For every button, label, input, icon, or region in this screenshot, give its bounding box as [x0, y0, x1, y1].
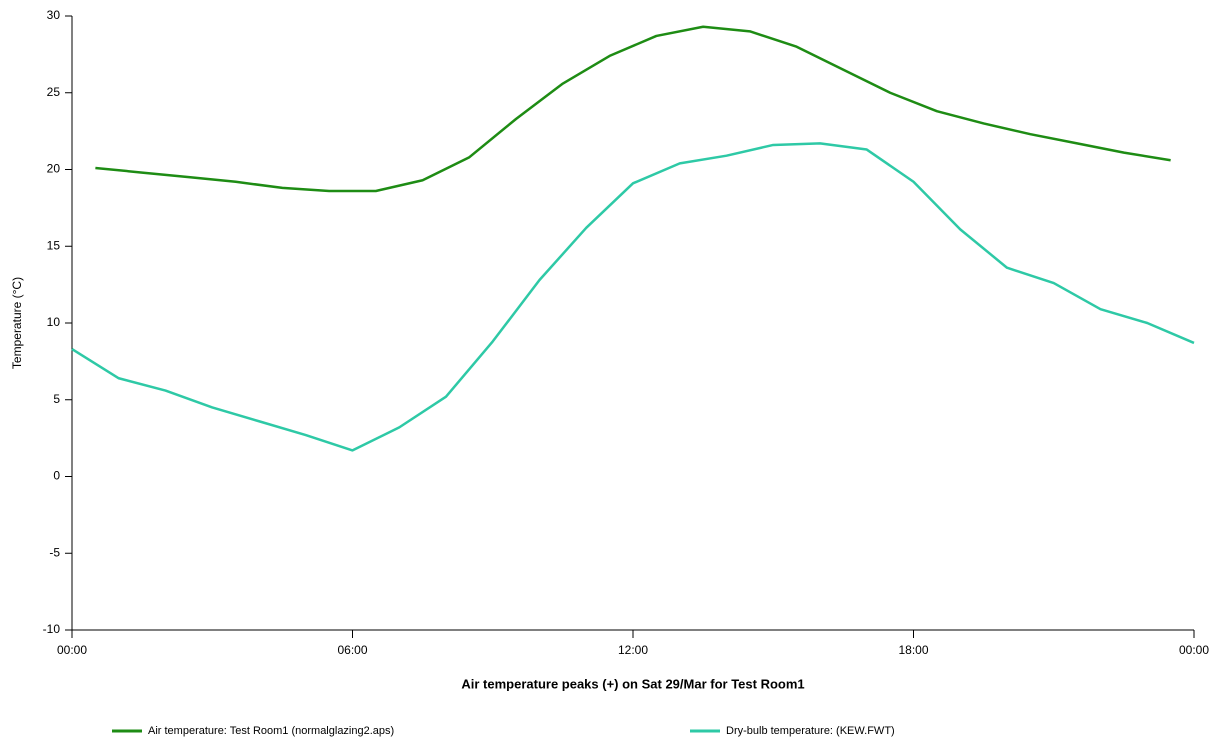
y-tick-label: 30	[47, 8, 61, 22]
y-tick-label: 5	[53, 392, 60, 406]
y-tick-label: 25	[47, 85, 61, 99]
y-axis-label: Temperature (°C)	[10, 277, 24, 369]
x-tick-label: 00:00	[1179, 643, 1209, 657]
x-tick-label: 06:00	[337, 643, 367, 657]
x-tick-label: 00:00	[57, 643, 87, 657]
y-tick-label: 15	[47, 238, 61, 252]
x-tick-label: 18:00	[898, 643, 928, 657]
chart-title: Air temperature peaks (+) on Sat 29/Mar …	[461, 676, 804, 691]
legend-label: Dry-bulb temperature: (KEW.FWT)	[726, 725, 895, 737]
y-tick-label: 20	[47, 162, 61, 176]
y-tick-label: 0	[53, 469, 60, 483]
y-tick-label: 10	[47, 315, 61, 329]
series-line	[95, 25, 1171, 193]
x-tick-label: 12:00	[618, 643, 648, 657]
y-tick-label: -5	[49, 545, 60, 559]
legend-label: Air temperature: Test Room1 (normalglazi…	[148, 725, 394, 737]
y-tick-label: -10	[43, 622, 61, 636]
series-line	[71, 142, 1195, 452]
